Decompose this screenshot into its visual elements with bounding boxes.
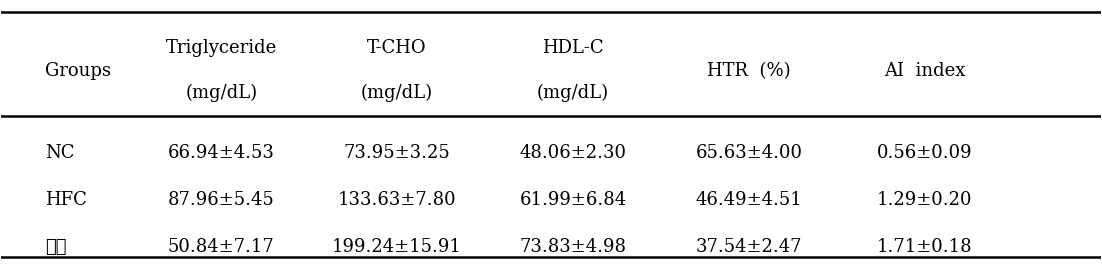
Text: 1.71±0.18: 1.71±0.18	[877, 238, 973, 256]
Text: Triglyceride: Triglyceride	[165, 39, 277, 57]
Text: 61.99±6.84: 61.99±6.84	[519, 191, 627, 209]
Text: 치료: 치료	[45, 238, 67, 256]
Text: 87.96±5.45: 87.96±5.45	[168, 191, 274, 209]
Text: 133.63±7.80: 133.63±7.80	[338, 191, 456, 209]
Text: 48.06±2.30: 48.06±2.30	[519, 144, 626, 162]
Text: 73.83±4.98: 73.83±4.98	[519, 238, 626, 256]
Text: 37.54±2.47: 37.54±2.47	[695, 238, 802, 256]
Text: 1.29±0.20: 1.29±0.20	[877, 191, 972, 209]
Text: AI  index: AI index	[884, 62, 965, 80]
Text: 66.94±4.53: 66.94±4.53	[168, 144, 274, 162]
Text: (mg/dL): (mg/dL)	[537, 84, 609, 102]
Text: T-CHO: T-CHO	[367, 39, 426, 57]
Text: HFC: HFC	[45, 191, 87, 209]
Text: 199.24±15.91: 199.24±15.91	[332, 238, 462, 256]
Text: Groups: Groups	[45, 62, 111, 80]
Text: 46.49±4.51: 46.49±4.51	[695, 191, 802, 209]
Text: 50.84±7.17: 50.84±7.17	[168, 238, 274, 256]
Text: HDL-C: HDL-C	[542, 39, 604, 57]
Text: (mg/dL): (mg/dL)	[185, 84, 257, 102]
Text: 73.95±3.25: 73.95±3.25	[344, 144, 451, 162]
Text: HTR  (%): HTR (%)	[707, 62, 790, 80]
Text: 0.56±0.09: 0.56±0.09	[877, 144, 973, 162]
Text: NC: NC	[45, 144, 75, 162]
Text: (mg/dL): (mg/dL)	[361, 84, 433, 102]
Text: 65.63±4.00: 65.63±4.00	[695, 144, 802, 162]
